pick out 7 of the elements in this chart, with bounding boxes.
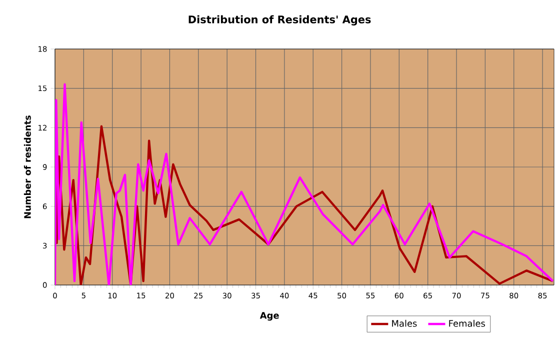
legend-label: Males <box>392 320 417 327</box>
line-series <box>55 83 554 285</box>
y-axis-title: Number of residents <box>24 116 31 218</box>
legend-label: Females <box>449 320 485 327</box>
x-axis-title: Age <box>260 312 279 321</box>
chart-title: Distribution of Residents' Ages <box>188 15 371 26</box>
line-series <box>55 125 554 285</box>
